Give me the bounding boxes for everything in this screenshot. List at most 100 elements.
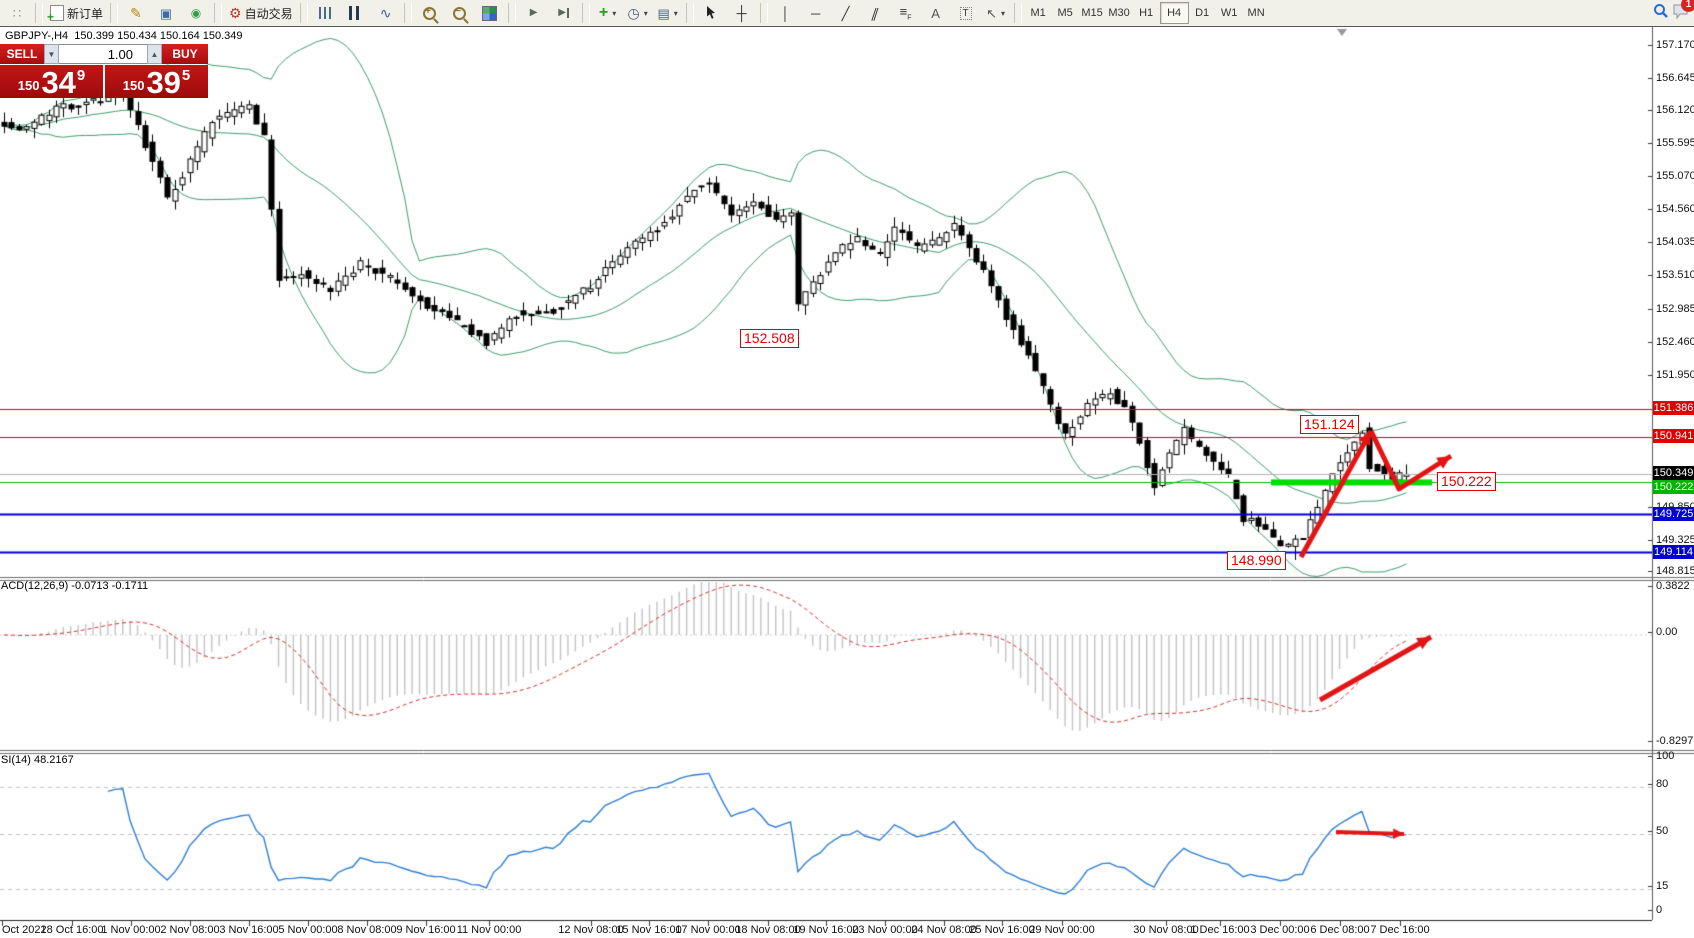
volume-decrease-button[interactable]: ▼ (44, 44, 59, 64)
buy-button[interactable]: BUY (162, 44, 208, 64)
chevron-down-icon: ▾ (643, 8, 648, 18)
text-label-button[interactable]: T (951, 1, 981, 25)
trendline-icon: ╱ (841, 5, 850, 21)
toolbar-separator (299, 3, 308, 23)
time-axis-label: 3 Dec 00:00 (1250, 924, 1310, 936)
price-axis-label: 148.815 (1656, 565, 1694, 577)
crosshair-icon: ┼ (736, 5, 747, 21)
chart-shift-button[interactable]: ▶ (549, 1, 579, 25)
time-axis-label: 23 Nov 00:00 (852, 924, 918, 936)
price-badge: 149.114 (1653, 545, 1694, 559)
price-badge: 150.349 (1653, 466, 1694, 480)
toolbar-separator (214, 3, 223, 23)
price-axis-label: 149.325 (1656, 534, 1694, 546)
templates-button[interactable]: ▤ ▾ (653, 1, 683, 25)
periods-button[interactable]: ◷ ▾ (623, 1, 653, 25)
candlestick-chart-button[interactable] (341, 1, 371, 25)
sell-price[interactable]: 150 34 9 (0, 65, 105, 98)
time-axis-label: 1 Dec 16:00 (1190, 924, 1250, 936)
horizontal-line-button[interactable]: ─ (801, 1, 831, 25)
indicator-axis-label: 0.00 (1656, 626, 1678, 638)
vertical-line-button[interactable]: │ (771, 1, 801, 25)
auto-scroll-icon: ▶ (529, 7, 538, 18)
tile-windows-button[interactable] (475, 1, 505, 25)
indicator-axis-label: 100 (1656, 750, 1675, 762)
time-axis-label: 6 Dec 08:00 (1310, 924, 1370, 936)
notifications-icon[interactable]: 1 (1673, 0, 1694, 24)
fibonacci-button[interactable]: ≡F (891, 1, 921, 25)
time-axis-label: 30 Nov 08:00 (1133, 924, 1199, 936)
timeframe-w1-button[interactable]: W1 (1220, 7, 1238, 19)
indicators-button[interactable]: + ▾ (593, 1, 623, 25)
price-annotation[interactable]: 150.222 (1437, 472, 1496, 491)
sell-price-prefix: 150 (17, 78, 40, 93)
line-chart-button[interactable]: ∿ (371, 1, 401, 25)
volume-input[interactable]: 1.00 (59, 44, 147, 64)
time-axis-label: 2 Nov 08:00 (160, 924, 220, 936)
buy-price[interactable]: 150 39 5 (105, 65, 208, 98)
timeframe-mn-button[interactable]: MN (1247, 7, 1265, 19)
new-order-icon (47, 5, 64, 24)
signals-button[interactable]: ◉ (181, 1, 211, 25)
cursor-button[interactable] (697, 1, 727, 25)
toolbar-grip: ∷ (2, 1, 32, 25)
text-button[interactable]: A (921, 1, 951, 25)
buy-price-big: 39 (146, 65, 181, 100)
price-annotation[interactable]: 148.990 (1227, 551, 1286, 570)
time-axis-label: 3 Nov 16:00 (219, 924, 279, 936)
time-axis-label: 24 Nov 08:00 (911, 924, 977, 936)
new-order-button[interactable]: 新订单 (46, 1, 107, 25)
candlestick-chart-icon (349, 6, 363, 20)
metaeditor-button[interactable]: ✎ (121, 1, 151, 25)
crosshair-button[interactable]: ┼ (727, 1, 757, 25)
bar-chart-button[interactable] (311, 1, 341, 25)
time-axis-label: 1 Nov 00:00 (101, 924, 161, 936)
cursor-icon (706, 5, 717, 21)
price-badge: 151.386 (1653, 401, 1694, 415)
indicator-axis-label: 0 (1656, 904, 1663, 916)
price-axis-label: 156.120 (1656, 104, 1694, 116)
price-annotation[interactable]: 151.124 (1300, 415, 1359, 434)
horizontal-line-icon: ─ (810, 5, 821, 21)
price-chart-canvas[interactable] (0, 27, 1694, 938)
time-axis-label: 12 Nov 08:00 (558, 924, 624, 936)
one-click-trading-panel: SELL ▼ 1.00 ▲ BUY 150 34 9 150 39 5 (0, 44, 208, 98)
volume-increase-button[interactable]: ▲ (147, 44, 162, 64)
timeframe-m1-button[interactable]: M1 (1030, 7, 1046, 19)
channel-button[interactable]: ∥ (861, 1, 891, 25)
metaeditor-icon: ✎ (130, 5, 142, 21)
timeframe-m30-button[interactable]: M30 (1108, 7, 1130, 19)
zoom-in-button[interactable]: + (415, 1, 445, 25)
auto-scroll-button[interactable]: ▶ (519, 1, 549, 25)
price-axis-label: 154.560 (1656, 203, 1694, 215)
timeframe-h1-button[interactable]: H1 (1139, 7, 1154, 19)
timeframe-m5-button[interactable]: M5 (1057, 7, 1073, 19)
price-axis-label: 155.070 (1656, 170, 1694, 182)
price-axis-label: 157.170 (1656, 39, 1694, 51)
timeframe-h4-button[interactable]: H4 (1159, 2, 1189, 24)
autotrading-button[interactable]: ⚙ 自动交易 (225, 1, 297, 25)
navigator-button[interactable]: ▣ (151, 1, 181, 25)
chevron-down-icon: ▾ (612, 8, 617, 18)
time-axis-label: 19 Nov 16:00 (793, 924, 859, 936)
arrows-button[interactable]: ↖ ▾ (981, 1, 1011, 25)
navigator-icon: ▣ (159, 5, 173, 21)
signals-icon: ◉ (190, 6, 202, 20)
sell-button[interactable]: SELL (0, 44, 44, 64)
price-badge: 150.941 (1653, 429, 1694, 443)
bar-chart-icon (319, 7, 333, 19)
trendline-button[interactable]: ╱ (831, 1, 861, 25)
time-axis-label: 28 Oct 16:00 (40, 924, 104, 936)
search-icon[interactable] (1653, 3, 1669, 24)
autotrading-icon: ⚙ (229, 5, 242, 21)
zoom-out-button[interactable]: − (445, 1, 475, 25)
indicator-axis-label: 50 (1656, 825, 1669, 837)
fibonacci-icon: ≡F (899, 3, 912, 22)
time-axis-label: 5 Nov 00:00 (278, 924, 338, 936)
toolbar-separator (35, 3, 43, 23)
channel-icon: ∥ (869, 5, 882, 21)
timeframe-d1-button[interactable]: D1 (1195, 7, 1210, 19)
timeframe-m15-button[interactable]: M15 (1081, 7, 1103, 19)
price-annotation[interactable]: 152.508 (740, 329, 799, 348)
indicators-icon: + (598, 4, 609, 21)
